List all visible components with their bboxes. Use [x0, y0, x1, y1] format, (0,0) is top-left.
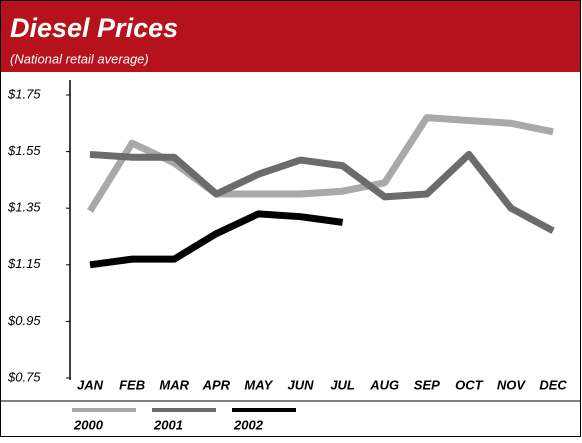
series-line [89, 150, 555, 234]
x-tick-label: JUN [287, 377, 314, 392]
x-tick-label: MAR [159, 377, 189, 392]
series-line [89, 210, 344, 269]
legend-label: 2002 [233, 417, 264, 432]
y-tick-label: $1.75 [7, 86, 41, 101]
x-tick-label: JAN [77, 377, 104, 392]
chart-subtitle: (National retail average) [10, 51, 149, 66]
x-tick-label: JUL [330, 377, 355, 392]
y-tick-label: $0.75 [7, 369, 41, 384]
x-tick-label: SEP [414, 377, 440, 392]
legend-label: 2001 [153, 417, 183, 432]
header [1, 1, 580, 72]
x-tick-label: AUG [369, 377, 399, 392]
x-tick-label: DEC [539, 377, 567, 392]
y-tick-label: $0.95 [7, 313, 41, 328]
x-tick-label: MAY [244, 377, 273, 392]
legend-label: 2000 [73, 417, 104, 432]
y-tick-label: $1.15 [7, 256, 41, 271]
chart-title: Diesel Prices [10, 13, 178, 43]
x-tick-label: NOV [497, 377, 527, 392]
x-tick-label: OCT [455, 377, 484, 392]
x-tick-label: FEB [119, 377, 145, 392]
y-tick-label: $1.55 [7, 143, 41, 158]
x-tick-label: APR [202, 377, 231, 392]
y-tick-label: $1.35 [7, 200, 41, 215]
